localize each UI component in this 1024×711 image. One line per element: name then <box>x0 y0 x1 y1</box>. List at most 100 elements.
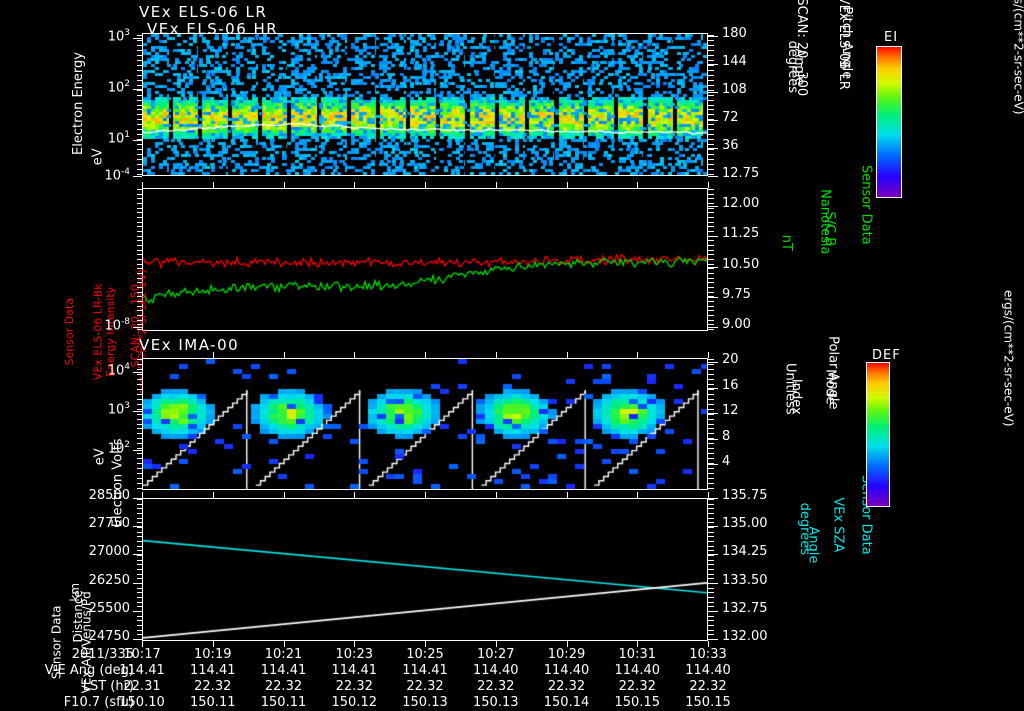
axis-tick-mark <box>137 79 142 81</box>
colorbar2-gradient[interactable] <box>866 362 890 507</box>
axis-tick-mark <box>142 641 143 647</box>
axis-tick-mark <box>354 641 356 647</box>
axis-tick-mark <box>708 277 714 279</box>
table-cell: 10:33 <box>689 647 727 662</box>
axis-tick-mark <box>708 268 714 270</box>
axis-tick-mark <box>708 492 709 498</box>
axis-tick-mark <box>708 569 714 570</box>
axis-tick-label: 102 <box>107 439 130 457</box>
table-cell: 10:31 <box>618 647 656 662</box>
axis-tick-mark <box>425 492 426 498</box>
axis-tick-mark <box>566 492 568 498</box>
axis-tick-mark <box>137 483 142 485</box>
axis-tick-mark <box>137 564 142 566</box>
axis-tick-mark <box>708 282 714 284</box>
axis-tick-mark <box>708 378 714 380</box>
axis-tick-label: 16 <box>722 377 739 393</box>
axis-tick-mark <box>137 536 142 538</box>
axis-tick-mark <box>137 217 142 218</box>
axis-tick-mark <box>495 641 497 647</box>
axis-tick-mark <box>708 203 714 204</box>
axis-tick-label: 26250 <box>88 572 130 588</box>
axis-tick-mark <box>137 268 142 270</box>
axis-tick-mark <box>137 94 142 96</box>
axis-tick-mark <box>708 315 714 316</box>
panel-energy-intensity-bfield[interactable] <box>142 188 708 331</box>
axis-tick-mark <box>137 398 142 400</box>
axis-tick-label: 135.00 <box>722 516 768 532</box>
axis-tick-mark <box>137 463 142 465</box>
axis-tick-mark <box>137 629 142 631</box>
axis-tick-mark <box>137 363 142 365</box>
panel-altitude-sza[interactable] <box>142 498 708 641</box>
axis-tick-mark <box>137 169 142 171</box>
axis-tick-mark <box>708 625 714 626</box>
table-cell: 22.32 <box>335 679 373 694</box>
axis-tick-mark <box>137 578 142 580</box>
panel1-left-label-2: eV <box>90 148 106 166</box>
axis-tick-mark <box>708 89 714 91</box>
table-cell: 114.41 <box>190 663 236 678</box>
axis-tick-mark <box>708 159 714 161</box>
table-cell: 150.12 <box>331 695 378 710</box>
axis-tick-mark <box>137 545 142 547</box>
axis-tick-mark <box>708 329 714 330</box>
axis-tick-mark <box>708 541 714 542</box>
axis-tick-label: 9.75 <box>722 286 751 302</box>
table-cell: 10:17 <box>123 647 161 662</box>
table-cell: 10:25 <box>406 647 444 662</box>
axis-tick-mark <box>137 203 142 204</box>
axis-tick-mark <box>708 235 714 237</box>
colorbar1-units-text: ergs/(cm**2-sr-sec-eV) <box>1011 0 1024 115</box>
axis-tick-mark <box>137 368 142 370</box>
axis-tick-mark <box>708 550 714 552</box>
axis-tick-mark <box>137 443 142 445</box>
axis-tick-mark <box>137 109 142 111</box>
table-cell: 22.32 <box>689 679 727 694</box>
panel2-right-label-4: nT <box>778 234 794 251</box>
panel4-right-label-4: degrees <box>796 502 812 555</box>
axis-tick-mark <box>708 517 714 519</box>
axis-tick-mark <box>708 423 714 425</box>
axis-tick-mark <box>708 263 714 265</box>
panel-ima-spectrogram[interactable] <box>142 358 708 490</box>
axis-tick-mark <box>137 114 142 116</box>
axis-tick-mark <box>137 550 142 552</box>
axis-tick-mark <box>137 301 142 302</box>
axis-tick-mark <box>137 235 142 237</box>
axis-tick-mark <box>133 176 142 177</box>
axis-tick-mark <box>708 273 714 274</box>
axis-tick-mark <box>708 109 714 111</box>
axis-tick-mark <box>708 363 714 365</box>
panel-electron-energy-spectrogram[interactable] <box>142 33 708 176</box>
panel2-left-label-2: VEx ELS-06 LR-Bk <box>91 283 105 381</box>
axis-tick-mark <box>137 305 142 307</box>
table-row-label: 2011/335 <box>71 647 134 662</box>
axis-tick-label: 104 <box>107 361 130 379</box>
table-cell: 10:29 <box>547 647 586 662</box>
axis-tick-mark <box>708 526 718 528</box>
panel3-right-label-4: Unitless <box>782 363 798 415</box>
axis-tick-mark <box>708 413 718 414</box>
axis-tick-mark <box>137 74 142 76</box>
axis-tick-mark <box>708 35 714 36</box>
axis-tick-mark <box>425 352 426 358</box>
axis-tick-mark <box>708 388 714 390</box>
axis-tick-mark <box>708 169 714 171</box>
axis-tick-mark <box>137 499 142 500</box>
axis-tick-mark <box>137 611 142 612</box>
panel3-title: VEx IMA-00 <box>139 336 240 354</box>
axis-tick-mark <box>708 217 714 218</box>
axis-tick-mark <box>708 291 714 293</box>
table-cell: 150.14 <box>543 695 590 710</box>
table-cell: 10:27 <box>477 647 515 662</box>
axis-tick-mark <box>708 387 718 389</box>
axis-tick-label: 24750 <box>88 629 130 644</box>
axis-tick-mark <box>708 319 714 321</box>
axis-tick-mark <box>142 352 143 358</box>
axis-tick-mark <box>708 189 714 190</box>
colorbar1-gradient[interactable] <box>876 46 902 198</box>
axis-tick-mark <box>708 531 714 533</box>
axis-tick-mark <box>637 641 639 647</box>
axis-tick-mark <box>708 498 718 499</box>
